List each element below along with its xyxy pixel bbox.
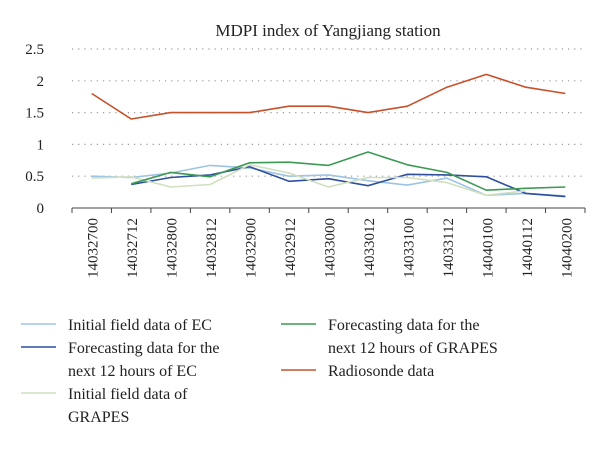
x-tick-label: 14032700 (86, 218, 102, 278)
series-line-radiosonde-data (91, 73, 566, 120)
x-tick-label: 14032912 (283, 218, 299, 278)
gridlines (72, 48, 585, 177)
y-tick-label: 2 (37, 74, 45, 90)
legend-label: next 12 hours of GRAPES (328, 340, 498, 357)
x-tick-label: 14033100 (401, 218, 417, 278)
legend-label: next 12 hours of EC (68, 363, 197, 380)
series-line-forecasting-data-for-the-next-12-hours-of-grapes (130, 151, 566, 191)
legend-label: Forecasting data for the (328, 317, 480, 334)
y-tick-label: 0 (37, 201, 45, 217)
chart-title: MDPI index of Yangjiang station (215, 21, 441, 40)
y-tick-label: 1.5 (25, 106, 44, 122)
x-tick-label: 14032900 (244, 218, 260, 278)
x-tick-label: 14033012 (362, 218, 378, 278)
legend: Initial field data of EC Forecasting data… (21, 317, 498, 426)
x-tick-label: 14033112 (441, 218, 457, 277)
legend-label: Initial field data of (68, 386, 188, 403)
x-tick-label: 14040112 (520, 218, 536, 277)
x-tick-label: 14032712 (125, 218, 141, 278)
x-tick-label: 14032800 (165, 218, 181, 278)
x-tick-label: 14032812 (204, 218, 220, 278)
legend-label: Forecasting data for the (68, 340, 220, 357)
x-tick-label: 14040100 (480, 218, 496, 278)
legend-label: Radiosonde data (328, 363, 434, 380)
x-tick-label: 14033000 (323, 218, 339, 278)
series-line-initial-field-data-of-grapes (91, 164, 526, 197)
y-axis: 0 0.5 1 1.5 2 2.5 (25, 42, 44, 217)
y-tick-label: 1 (37, 137, 45, 153)
y-tick-label: 2.5 (25, 42, 44, 58)
series-lines (91, 73, 566, 198)
legend-label: Initial field data of EC (68, 317, 212, 334)
x-axis: 14032700 14032712 14032800 14032812 14032900… (71, 207, 586, 278)
legend-label: GRAPES (68, 409, 129, 426)
y-tick-label: 0.5 (25, 169, 44, 185)
x-tick-label: 14040200 (559, 218, 575, 278)
